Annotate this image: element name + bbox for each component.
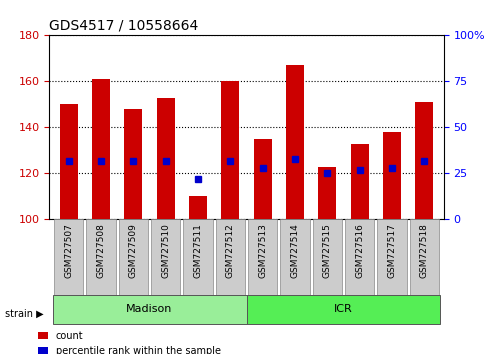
Legend: count, percentile rank within the sample: count, percentile rank within the sample [35, 327, 225, 354]
FancyBboxPatch shape [216, 219, 245, 297]
Text: Madison: Madison [126, 304, 173, 314]
Bar [416, 102, 433, 219]
FancyBboxPatch shape [119, 219, 148, 297]
FancyBboxPatch shape [151, 219, 180, 297]
Text: GSM727512: GSM727512 [226, 223, 235, 278]
FancyBboxPatch shape [281, 219, 310, 297]
Text: GSM727507: GSM727507 [64, 223, 73, 278]
FancyBboxPatch shape [248, 219, 277, 297]
Text: GSM727513: GSM727513 [258, 223, 267, 278]
Bar [157, 97, 175, 219]
FancyBboxPatch shape [378, 219, 407, 297]
Bar [221, 81, 239, 219]
Bar [254, 139, 272, 219]
Text: GSM727516: GSM727516 [355, 223, 364, 278]
FancyBboxPatch shape [183, 219, 212, 297]
Text: GSM727508: GSM727508 [97, 223, 106, 278]
Text: GSM727510: GSM727510 [161, 223, 170, 278]
Text: GSM727515: GSM727515 [323, 223, 332, 278]
Text: GSM727518: GSM727518 [420, 223, 429, 278]
Bar [92, 79, 110, 219]
FancyBboxPatch shape [345, 219, 374, 297]
Text: GSM727509: GSM727509 [129, 223, 138, 278]
Text: ICR: ICR [334, 304, 353, 314]
Bar [383, 132, 401, 219]
Bar [60, 104, 77, 219]
Bar [286, 65, 304, 219]
FancyBboxPatch shape [53, 295, 246, 324]
Text: GSM727514: GSM727514 [290, 223, 299, 278]
Bar [318, 166, 336, 219]
Text: strain ▶: strain ▶ [5, 308, 43, 318]
Text: GSM727517: GSM727517 [387, 223, 396, 278]
FancyBboxPatch shape [313, 219, 342, 297]
Bar [124, 109, 142, 219]
FancyBboxPatch shape [246, 295, 440, 324]
Bar [351, 143, 369, 219]
FancyBboxPatch shape [86, 219, 115, 297]
Text: GDS4517 / 10558664: GDS4517 / 10558664 [49, 19, 199, 33]
Bar [189, 196, 207, 219]
FancyBboxPatch shape [54, 219, 83, 297]
Text: GSM727511: GSM727511 [194, 223, 203, 278]
FancyBboxPatch shape [410, 219, 439, 297]
